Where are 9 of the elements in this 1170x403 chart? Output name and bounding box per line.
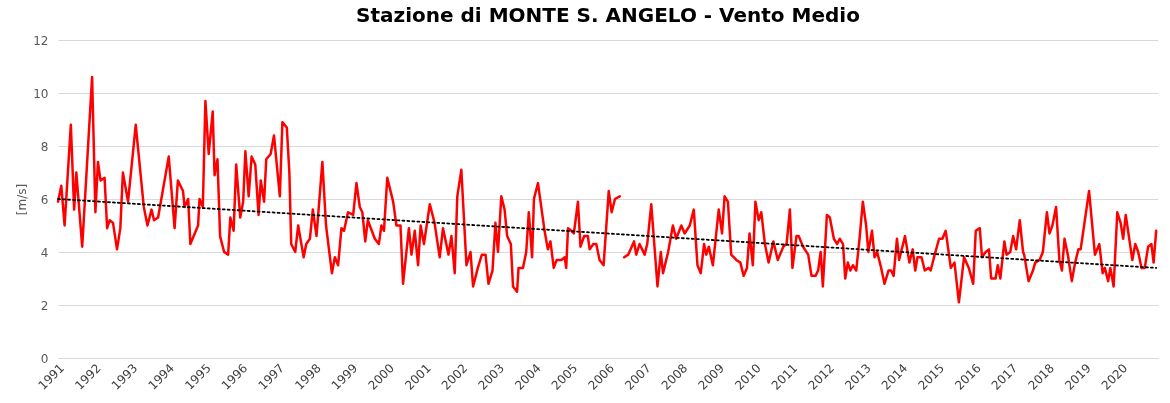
y-tick-label: 2 bbox=[40, 298, 49, 313]
y-tick-label: 10 bbox=[33, 86, 49, 101]
chart-title: Stazione di MONTE S. ANGELO - Vento Medio bbox=[356, 3, 860, 27]
y-tick-label: 12 bbox=[33, 33, 49, 48]
y-tick-label: 0 bbox=[40, 351, 49, 366]
y-tick-label: 6 bbox=[40, 192, 49, 207]
y-axis-title: [m/s] bbox=[15, 183, 30, 216]
y-tick-label: 4 bbox=[40, 245, 49, 260]
y-tick-label: 8 bbox=[40, 139, 49, 154]
